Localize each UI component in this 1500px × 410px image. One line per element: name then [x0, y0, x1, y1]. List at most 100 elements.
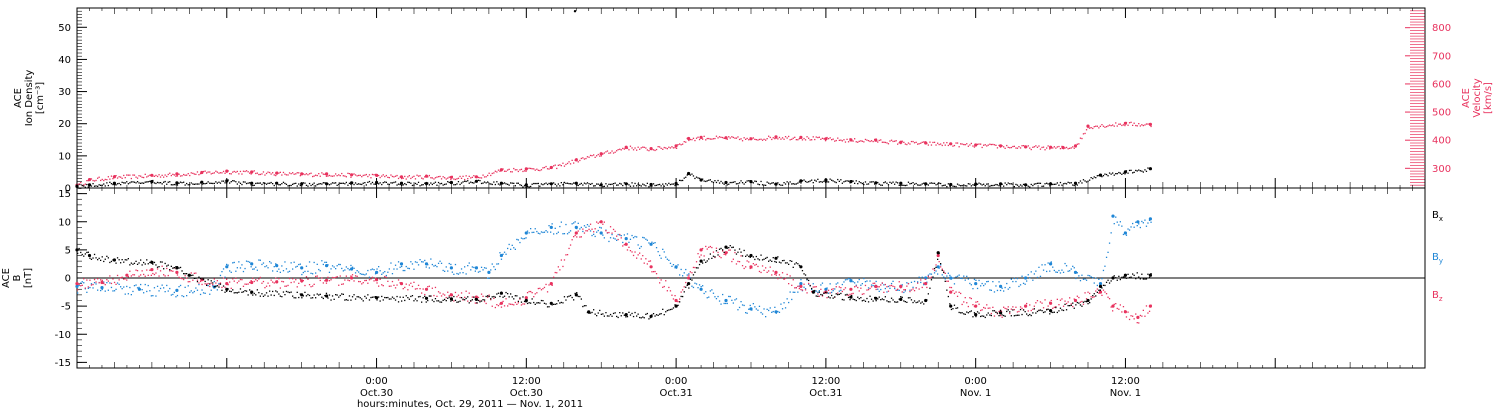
trace-dot-velocity — [189, 174, 191, 177]
trace-dot-Bx — [737, 251, 739, 253]
trace-dot-Bz — [875, 288, 877, 291]
trace-dot-By — [288, 270, 291, 272]
trace-dot-Bz — [186, 277, 188, 279]
trace-dot-Bx — [872, 300, 874, 302]
trace-dot-Bx — [362, 300, 364, 302]
trace-dot-velocity — [338, 174, 340, 176]
trace-dot-velocity — [1019, 147, 1022, 149]
trace-dot-Bz — [313, 283, 315, 285]
trace-dot-By — [689, 277, 691, 279]
trace-dot-density — [795, 183, 797, 185]
trace-dot-velocity — [1144, 124, 1146, 126]
trace-dot-Bz — [1138, 322, 1140, 324]
trace-dot-By — [490, 269, 492, 271]
trace-dot-velocity — [488, 172, 490, 174]
trace-dot-Bx — [616, 315, 618, 318]
trace-dot-By — [780, 303, 782, 305]
trace-dot-velocity — [496, 171, 498, 173]
trace-dot-By — [612, 237, 615, 239]
trace-dot-Bx — [765, 257, 767, 259]
trace-dot-velocity — [576, 158, 578, 160]
trace-dot-Bx — [938, 252, 940, 255]
trace-dot-velocity — [126, 174, 128, 176]
trace-dot-By — [551, 223, 553, 225]
trace-dot-By — [832, 290, 834, 292]
trace-dot-Bz — [523, 303, 526, 305]
trace-dot-Bx — [746, 254, 748, 256]
trace-dot-density — [505, 183, 507, 185]
trace-dot-Bx — [542, 300, 544, 302]
trace-dot-velocity — [347, 172, 349, 174]
trace-dot-velocity — [416, 174, 418, 176]
trace-dot-Bz — [292, 278, 294, 280]
trace-dot-Bx — [153, 261, 156, 264]
trace-dot-velocity — [385, 174, 387, 177]
trace-dot-density — [144, 181, 146, 183]
trace-dot-velocity — [651, 148, 653, 151]
trace-dot-Bx — [183, 273, 185, 275]
trace-dot-density — [622, 184, 624, 187]
y-tick-label: 0 — [65, 274, 71, 285]
trace-dot-density — [843, 181, 845, 183]
trace-dot-Bx — [953, 304, 956, 306]
trace-dot-Bx — [451, 299, 453, 301]
trace-dot-Bz — [287, 284, 289, 287]
trace-dot-Bz — [522, 303, 524, 305]
trace-dot-density — [479, 180, 481, 182]
trace-dot-density — [763, 184, 765, 186]
trace-dot-By — [969, 282, 971, 285]
trace-dot-Bx — [479, 301, 481, 303]
trace-dot-By — [548, 225, 550, 227]
trace-dot-Bx — [164, 262, 166, 265]
trace-dot-Bx — [774, 260, 776, 263]
trace-dot-velocity — [143, 176, 145, 179]
trace-dot-Bx — [296, 291, 298, 293]
trace-dot-velocity — [1113, 125, 1115, 127]
trace-dot-velocity — [507, 169, 509, 171]
trace-dot-density — [192, 183, 194, 185]
trace-dot-Bx — [189, 275, 191, 277]
trace-dot-Bx — [734, 249, 736, 251]
trace-dot-Bx — [1044, 311, 1046, 313]
trace-dot-velocity — [809, 139, 811, 141]
data-point-Bz — [649, 265, 653, 269]
trace-dot-Bx — [966, 311, 968, 313]
trace-dot-velocity — [1107, 125, 1109, 127]
trace-dot-By — [608, 240, 610, 243]
trace-dot-Bx — [278, 293, 280, 295]
trace-dot-By — [471, 266, 473, 268]
trace-dot-Bz — [444, 294, 446, 296]
trace-dot-Bz — [322, 282, 324, 284]
trace-dot-By — [129, 286, 131, 289]
trace-dot-Bz — [746, 260, 748, 262]
trace-dot-Bx — [353, 294, 355, 296]
trace-dot-velocity — [172, 173, 174, 175]
trace-dot-By — [1115, 216, 1117, 218]
trace-dot-Bx — [258, 292, 260, 294]
trace-dot-velocity — [1036, 146, 1039, 148]
trace-dot-By — [745, 312, 747, 314]
trace-dot-Bx — [327, 297, 329, 299]
trace-dot-By — [858, 278, 860, 281]
trace-dot-density — [579, 183, 581, 185]
data-point-Bz — [899, 284, 903, 288]
trace-dot-density — [659, 183, 661, 186]
trace-dot-Bz — [1072, 305, 1074, 308]
trace-dot-Bx — [396, 295, 398, 298]
trace-dot-By — [912, 286, 914, 288]
trace-dot-velocity — [566, 162, 569, 165]
trace-dot-Bx — [519, 297, 521, 299]
trace-dot-density — [467, 180, 469, 182]
trace-dot-density — [321, 183, 323, 185]
trace-dot-By — [124, 293, 126, 295]
trace-dot-Bz — [1119, 304, 1121, 306]
trace-dot-velocity — [1007, 146, 1009, 148]
trace-dot-Bz — [801, 289, 804, 291]
trace-dot-By — [545, 230, 547, 232]
trace-dot-Bz — [651, 271, 653, 273]
trace-dot-velocity — [821, 137, 824, 139]
trace-dot-Bx — [256, 289, 258, 291]
trace-dot-density — [528, 186, 530, 188]
trace-dot-velocity — [92, 179, 94, 182]
trace-dot-Bz — [811, 291, 813, 293]
